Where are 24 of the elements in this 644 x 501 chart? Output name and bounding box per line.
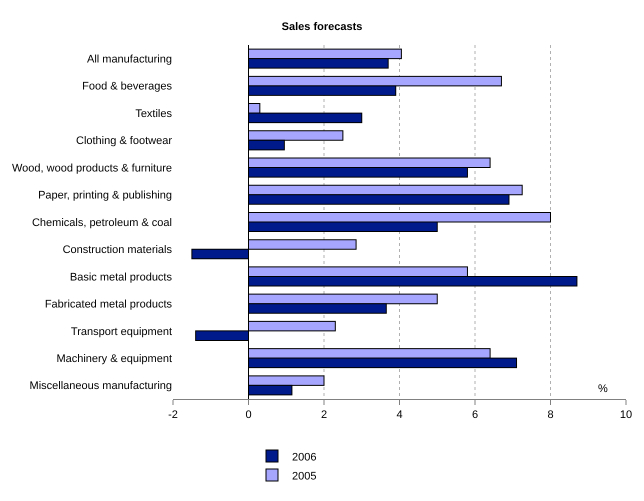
y-tick-label: Transport equipment: [70, 326, 172, 338]
y-tick-label: Paper, printing & publishing: [38, 190, 172, 202]
y-tick-label: Machinery & equipment: [56, 353, 172, 365]
y-tick-label: All manufacturing: [87, 53, 172, 66]
y-tick-label: Chemicals, petroleum & coal: [32, 216, 172, 229]
y-tick-label: Construction materials: [62, 244, 172, 256]
y-tick-label: Miscellaneous manufacturing: [30, 380, 172, 392]
y-tick-label: Basic metal products: [70, 271, 172, 284]
annotation: %: [598, 383, 608, 395]
x-tick-label: 10: [620, 409, 632, 422]
legend-label: 2006: [292, 451, 316, 464]
x-tick-label: 0: [245, 409, 252, 422]
y-tick-label: Wood, wood products & furniture: [12, 162, 172, 174]
y-tick-label: Food & beverages: [82, 80, 172, 93]
chart-title: Sales forecasts: [282, 21, 362, 34]
legend-label: 2005: [292, 470, 316, 482]
x-tick-label: 8: [547, 409, 554, 422]
x-tick-label: -2: [168, 409, 178, 422]
y-tick-label: Clothing & footwear: [76, 135, 172, 148]
x-tick-label: 4: [396, 409, 403, 422]
y-tick-label: Textiles: [135, 108, 172, 120]
x-tick-label: 6: [472, 409, 478, 422]
x-tick-label: 2: [320, 409, 328, 422]
y-tick-label: Fabricated metal products: [44, 298, 172, 311]
